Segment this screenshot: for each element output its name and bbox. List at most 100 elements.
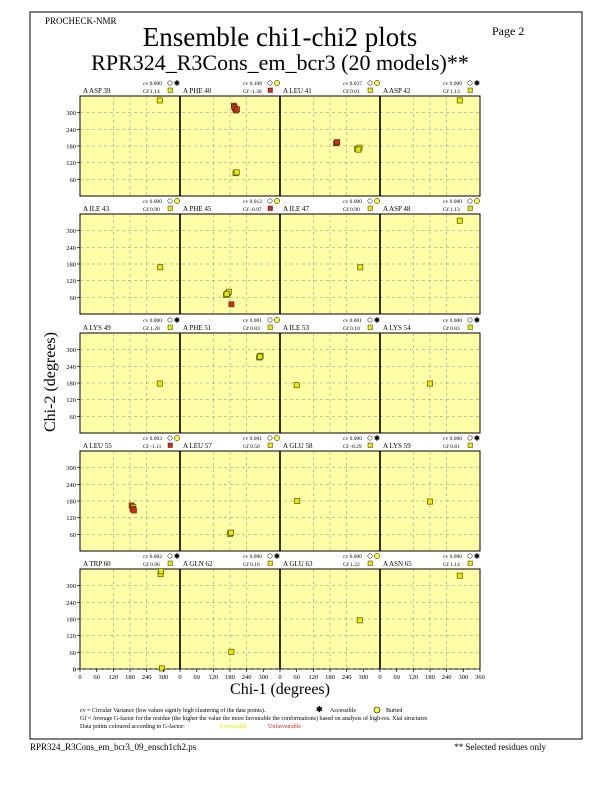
y-tick-label: 120 — [66, 633, 76, 640]
cv-value: cv 0.012 — [243, 199, 262, 205]
gf-colour-swatch — [467, 442, 473, 448]
data-point — [130, 507, 137, 514]
y-tick-label: 60 — [70, 414, 77, 421]
gf-value: Gf 1.14 — [143, 88, 160, 95]
cv-icon — [467, 80, 473, 86]
data-point — [427, 498, 433, 505]
data-point — [257, 353, 263, 360]
cv-value: cv 0.000 — [443, 554, 462, 560]
cv-value: cv 0.002 — [143, 554, 162, 560]
gf-value: Gf 0.83 — [243, 325, 260, 332]
cv-icon — [467, 317, 473, 323]
gf-value: Gf 0.96 — [143, 561, 160, 568]
residue-label: A PHE 40 — [183, 87, 212, 95]
y-tick-label: 60 — [70, 532, 77, 539]
cv-icon — [167, 435, 173, 441]
data-point — [159, 665, 165, 672]
cv-icon — [267, 553, 273, 559]
buried-icon — [274, 80, 280, 86]
gf-colour-swatch — [467, 324, 473, 330]
residue-label: A ILE 43 — [83, 205, 110, 213]
y-tick-label: 300 — [66, 228, 76, 235]
x-tick-label: 0 — [78, 674, 81, 681]
x-tick-label: 240 — [242, 674, 252, 681]
y-tick-label: 300 — [66, 110, 76, 117]
y-tick-label: 240 — [66, 245, 76, 252]
cv-value: cv 0.108 — [243, 81, 262, 87]
y-tick-label: 60 — [70, 650, 77, 657]
residue-label: A GLN 62 — [183, 560, 213, 568]
cv-value: cv 0.000 — [343, 199, 362, 205]
legend-buried-text: Buried — [386, 708, 402, 714]
accessible-icon: ✱ — [316, 705, 323, 714]
residue-label: A LEU 57 — [183, 442, 212, 450]
cv-icon — [267, 317, 273, 323]
x-tick-label: 180 — [325, 674, 335, 681]
gf-value: Gf 0.50 — [243, 443, 260, 450]
gf-colour-swatch — [467, 87, 473, 93]
legend-favourable-text: Favourable — [220, 724, 247, 730]
data-point — [293, 382, 300, 389]
data-point — [233, 169, 240, 176]
buried-icon — [174, 435, 180, 441]
legend-cv-text: cv = Circular Variance (low values signi… — [80, 707, 266, 714]
cv-value: cv 0.000 — [143, 81, 162, 87]
y-tick-label: 180 — [66, 381, 76, 388]
cv-icon — [367, 435, 373, 441]
y-tick-label: 120 — [66, 278, 76, 285]
gf-colour-swatch — [167, 205, 173, 211]
cv-value: cv 0.001 — [243, 436, 262, 442]
cv-value: cv 0.000 — [443, 199, 462, 205]
x-tick-label: 60 — [193, 674, 200, 681]
gf-value: Gf 0.01 — [343, 88, 360, 95]
residue-label: A GLU 63 — [283, 560, 313, 568]
gf-colour-swatch — [267, 560, 273, 566]
x-tick-label: 240 — [342, 674, 352, 681]
data-point — [156, 97, 163, 104]
x-tick-label: 0 — [278, 674, 281, 681]
cv-value: cv 0.003 — [143, 436, 162, 442]
residue-label: A LEU 41 — [283, 87, 312, 95]
cv-value: cv 0.000 — [143, 199, 162, 205]
gf-value: Gf -0.29 — [343, 443, 362, 450]
x-tick-label: 240 — [442, 674, 452, 681]
x-tick-label: 120 — [108, 674, 118, 681]
residue-label: A LYS 49 — [83, 324, 111, 332]
buried-icon — [474, 198, 480, 204]
legend: cv = Circular Variance (low values signi… — [80, 705, 428, 730]
x-axis-label: Chi-1 (degrees) — [230, 681, 330, 698]
buried-icon — [174, 198, 180, 204]
gf-colour-swatch — [467, 205, 473, 211]
data-point — [294, 498, 301, 504]
y-tick-label: 240 — [66, 364, 76, 371]
program-name: PROCHECK-NMR — [45, 16, 117, 26]
gf-colour-swatch — [367, 560, 373, 566]
accessible-icon: ✱ — [474, 553, 480, 561]
accessible-icon: ✱ — [174, 553, 180, 561]
y-tick-label: 300 — [66, 465, 76, 472]
gf-colour-swatch — [267, 442, 273, 448]
cv-icon — [167, 553, 173, 559]
y-tick-label: 120 — [66, 160, 76, 167]
data-point — [156, 380, 163, 387]
gf-colour-swatch — [267, 205, 273, 211]
buried-icon — [274, 198, 280, 204]
cv-value: cv 0.000 — [243, 554, 262, 560]
cv-icon — [267, 80, 273, 86]
gf-colour-swatch — [267, 87, 273, 93]
